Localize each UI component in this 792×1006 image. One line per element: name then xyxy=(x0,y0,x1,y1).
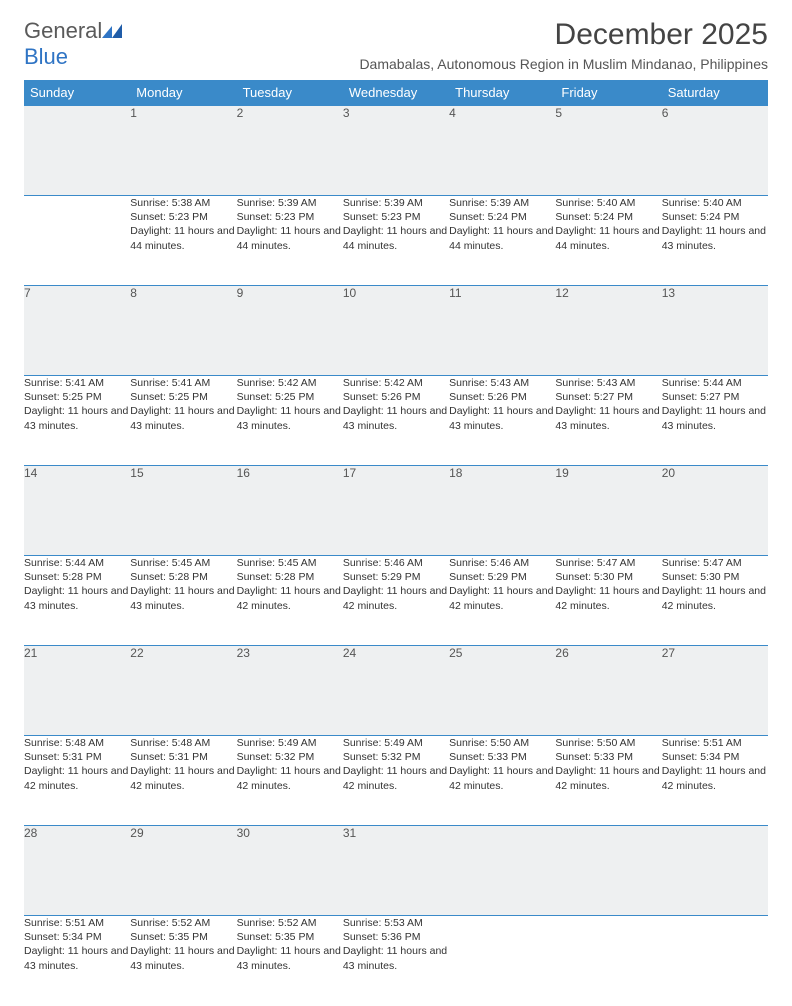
day-number-cell: 22 xyxy=(130,646,236,736)
logo-mark-icon xyxy=(102,22,124,43)
calendar-table: SundayMondayTuesdayWednesdayThursdayFrid… xyxy=(24,80,768,1006)
day-body-cell: Sunrise: 5:47 AMSunset: 5:30 PMDaylight:… xyxy=(555,556,661,646)
day-body-cell xyxy=(449,916,555,1006)
day-body-cell: Sunrise: 5:48 AMSunset: 5:31 PMDaylight:… xyxy=(130,736,236,826)
day-body-cell xyxy=(555,916,661,1006)
day-number-cell: 26 xyxy=(555,646,661,736)
month-title: December 2025 xyxy=(359,18,768,52)
day-number-cell xyxy=(555,826,661,916)
logo: General Blue xyxy=(24,18,124,70)
day-body-cell: Sunrise: 5:46 AMSunset: 5:29 PMDaylight:… xyxy=(449,556,555,646)
day-body-cell xyxy=(24,196,130,286)
daynum-row: 14151617181920 xyxy=(24,466,768,556)
day-number-cell: 19 xyxy=(555,466,661,556)
daybody-row: Sunrise: 5:51 AMSunset: 5:34 PMDaylight:… xyxy=(24,916,768,1006)
day-number-cell: 3 xyxy=(343,106,449,196)
day-body-cell: Sunrise: 5:42 AMSunset: 5:26 PMDaylight:… xyxy=(343,376,449,466)
day-body-cell: Sunrise: 5:50 AMSunset: 5:33 PMDaylight:… xyxy=(449,736,555,826)
day-body-cell: Sunrise: 5:41 AMSunset: 5:25 PMDaylight:… xyxy=(130,376,236,466)
day-number-cell: 31 xyxy=(343,826,449,916)
day-body-cell: Sunrise: 5:40 AMSunset: 5:24 PMDaylight:… xyxy=(555,196,661,286)
day-number-cell: 18 xyxy=(449,466,555,556)
weekday-header: Thursday xyxy=(449,80,555,106)
daybody-row: Sunrise: 5:44 AMSunset: 5:28 PMDaylight:… xyxy=(24,556,768,646)
weekday-header: Monday xyxy=(130,80,236,106)
day-body-cell: Sunrise: 5:46 AMSunset: 5:29 PMDaylight:… xyxy=(343,556,449,646)
day-body-cell xyxy=(662,916,768,1006)
title-block: December 2025 Damabalas, Autonomous Regi… xyxy=(359,18,768,72)
day-body-cell: Sunrise: 5:45 AMSunset: 5:28 PMDaylight:… xyxy=(237,556,343,646)
day-body-cell: Sunrise: 5:41 AMSunset: 5:25 PMDaylight:… xyxy=(24,376,130,466)
day-number-cell: 21 xyxy=(24,646,130,736)
daynum-row: 28293031 xyxy=(24,826,768,916)
day-body-cell: Sunrise: 5:52 AMSunset: 5:35 PMDaylight:… xyxy=(237,916,343,1006)
day-number-cell: 10 xyxy=(343,286,449,376)
day-number-cell: 14 xyxy=(24,466,130,556)
day-number-cell: 28 xyxy=(24,826,130,916)
day-body-cell: Sunrise: 5:51 AMSunset: 5:34 PMDaylight:… xyxy=(662,736,768,826)
calendar-body: 123456 Sunrise: 5:38 AMSunset: 5:23 PMDa… xyxy=(24,106,768,1006)
weekday-header: Saturday xyxy=(662,80,768,106)
day-body-cell: Sunrise: 5:39 AMSunset: 5:24 PMDaylight:… xyxy=(449,196,555,286)
day-body-cell: Sunrise: 5:51 AMSunset: 5:34 PMDaylight:… xyxy=(24,916,130,1006)
day-number-cell xyxy=(449,826,555,916)
daynum-row: 123456 xyxy=(24,106,768,196)
day-number-cell xyxy=(662,826,768,916)
daybody-row: Sunrise: 5:48 AMSunset: 5:31 PMDaylight:… xyxy=(24,736,768,826)
day-number-cell: 7 xyxy=(24,286,130,376)
weekday-header: Friday xyxy=(555,80,661,106)
daynum-row: 78910111213 xyxy=(24,286,768,376)
day-number-cell: 29 xyxy=(130,826,236,916)
logo-word1: General xyxy=(24,18,102,43)
day-number-cell: 6 xyxy=(662,106,768,196)
day-number-cell: 23 xyxy=(237,646,343,736)
weekday-header: Wednesday xyxy=(343,80,449,106)
weekday-header: Tuesday xyxy=(237,80,343,106)
day-body-cell: Sunrise: 5:38 AMSunset: 5:23 PMDaylight:… xyxy=(130,196,236,286)
day-body-cell: Sunrise: 5:52 AMSunset: 5:35 PMDaylight:… xyxy=(130,916,236,1006)
day-number-cell: 17 xyxy=(343,466,449,556)
weekday-header: Sunday xyxy=(24,80,130,106)
day-number-cell: 15 xyxy=(130,466,236,556)
day-number-cell: 4 xyxy=(449,106,555,196)
location: Damabalas, Autonomous Region in Muslim M… xyxy=(359,56,768,72)
day-body-cell: Sunrise: 5:44 AMSunset: 5:28 PMDaylight:… xyxy=(24,556,130,646)
day-number-cell: 8 xyxy=(130,286,236,376)
day-body-cell: Sunrise: 5:43 AMSunset: 5:26 PMDaylight:… xyxy=(449,376,555,466)
day-number-cell: 5 xyxy=(555,106,661,196)
day-number-cell: 25 xyxy=(449,646,555,736)
day-body-cell: Sunrise: 5:45 AMSunset: 5:28 PMDaylight:… xyxy=(130,556,236,646)
day-number-cell: 11 xyxy=(449,286,555,376)
day-body-cell: Sunrise: 5:40 AMSunset: 5:24 PMDaylight:… xyxy=(662,196,768,286)
logo-text: General Blue xyxy=(24,18,124,70)
day-number-cell: 30 xyxy=(237,826,343,916)
day-number-cell: 27 xyxy=(662,646,768,736)
day-body-cell: Sunrise: 5:39 AMSunset: 5:23 PMDaylight:… xyxy=(343,196,449,286)
weekday-header-row: SundayMondayTuesdayWednesdayThursdayFrid… xyxy=(24,80,768,106)
day-number-cell: 20 xyxy=(662,466,768,556)
day-body-cell: Sunrise: 5:47 AMSunset: 5:30 PMDaylight:… xyxy=(662,556,768,646)
day-number-cell: 1 xyxy=(130,106,236,196)
day-body-cell: Sunrise: 5:50 AMSunset: 5:33 PMDaylight:… xyxy=(555,736,661,826)
logo-word2: Blue xyxy=(24,44,68,69)
day-body-cell: Sunrise: 5:49 AMSunset: 5:32 PMDaylight:… xyxy=(343,736,449,826)
day-body-cell: Sunrise: 5:44 AMSunset: 5:27 PMDaylight:… xyxy=(662,376,768,466)
day-number-cell: 2 xyxy=(237,106,343,196)
day-body-cell: Sunrise: 5:53 AMSunset: 5:36 PMDaylight:… xyxy=(343,916,449,1006)
daybody-row: Sunrise: 5:41 AMSunset: 5:25 PMDaylight:… xyxy=(24,376,768,466)
day-number-cell: 9 xyxy=(237,286,343,376)
day-number-cell: 24 xyxy=(343,646,449,736)
day-body-cell: Sunrise: 5:43 AMSunset: 5:27 PMDaylight:… xyxy=(555,376,661,466)
daybody-row: Sunrise: 5:38 AMSunset: 5:23 PMDaylight:… xyxy=(24,196,768,286)
daynum-row: 21222324252627 xyxy=(24,646,768,736)
day-body-cell: Sunrise: 5:39 AMSunset: 5:23 PMDaylight:… xyxy=(237,196,343,286)
day-number-cell: 16 xyxy=(237,466,343,556)
day-number-cell: 12 xyxy=(555,286,661,376)
day-body-cell: Sunrise: 5:42 AMSunset: 5:25 PMDaylight:… xyxy=(237,376,343,466)
day-body-cell: Sunrise: 5:48 AMSunset: 5:31 PMDaylight:… xyxy=(24,736,130,826)
day-body-cell: Sunrise: 5:49 AMSunset: 5:32 PMDaylight:… xyxy=(237,736,343,826)
header: General Blue December 2025 Damabalas, Au… xyxy=(24,18,768,72)
day-number-cell: 13 xyxy=(662,286,768,376)
day-number-cell xyxy=(24,106,130,196)
